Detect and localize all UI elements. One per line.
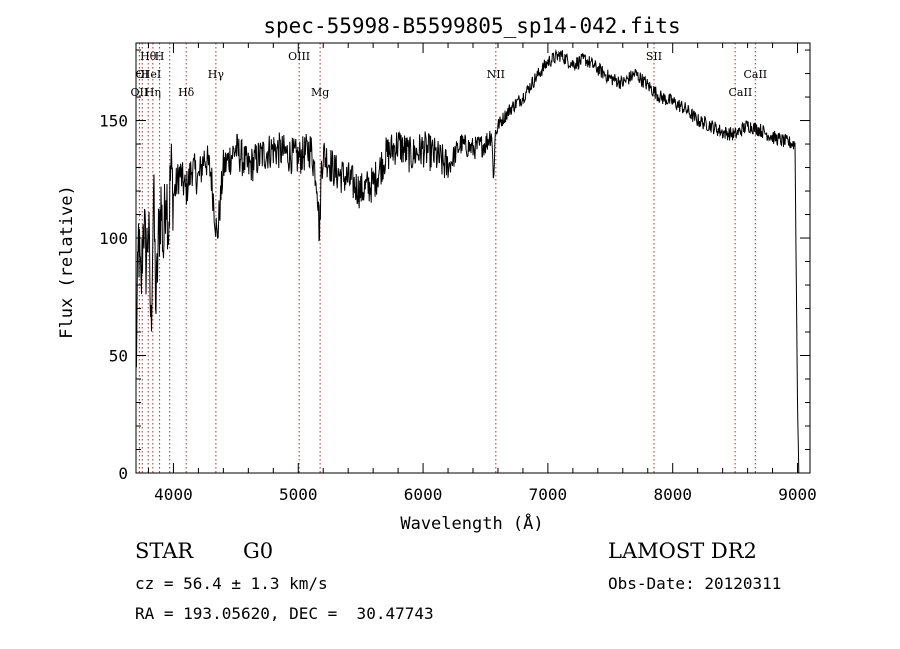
y-tick-label: 150 [99,112,128,131]
line-label: Hγ [208,68,225,81]
line-label: Hθ [140,50,157,63]
redshift-cz: cz = 56.4 ± 1.3 km/s [135,574,328,593]
x-tick-label: 4000 [154,485,193,504]
y-axis-ticks: 0 50 100 150 [99,49,810,483]
x-tick-label: 5000 [279,485,318,504]
object-class: STAR [135,539,194,563]
line-label: OIII [288,50,310,63]
y-tick-label: 50 [109,347,128,366]
line-label: Mg [311,86,329,99]
coordinates: RA = 193.05620, DEC = 30.47743 [135,604,434,623]
x-tick-label: 6000 [404,485,443,504]
line-label: Hδ [178,86,195,99]
plot-frame [135,42,811,474]
line-label: Hη [145,86,161,99]
line-label: OII [131,86,149,99]
y-tick-label: 100 [99,229,128,248]
line-label: CaII [743,68,767,81]
line-label: OI [136,68,149,81]
line-label: NII [487,68,505,81]
x-axis-label: Wavelength (Å) [400,512,543,534]
y-tick-label: 0 [118,464,128,483]
x-axis-ticks: 4000 5000 6000 7000 8000 9000 [147,43,817,504]
line-markers [138,43,756,473]
chart-title: spec-55998-B5599805_sp14-042.fits [263,14,680,38]
line-label: CaII [729,86,753,99]
y-axis-label: Flux (relative) [57,185,77,339]
line-label: SII [646,50,662,63]
line-label: H [155,50,165,63]
obs-date: Obs-Date: 20120311 [608,574,782,593]
x-tick-label: 8000 [653,485,692,504]
x-tick-label: 7000 [529,485,568,504]
spectrum-line [135,48,800,474]
line-label: HeI [141,68,161,81]
x-tick-label: 9000 [778,485,817,504]
survey-name: LAMOST DR2 [608,539,757,563]
subclass: G0 [243,539,274,563]
